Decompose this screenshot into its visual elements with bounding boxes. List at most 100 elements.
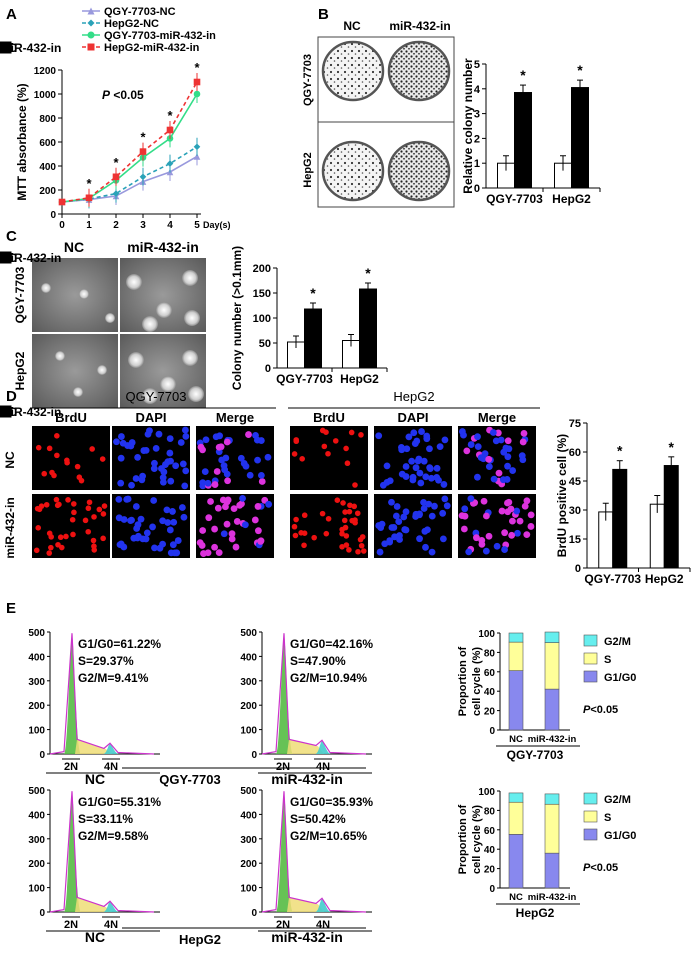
d-cell <box>164 458 172 466</box>
d-y-tick-label: 60 <box>569 447 581 459</box>
d-cell <box>51 472 57 479</box>
e-bar-ylabel-line2: cell cycle (%) <box>471 805 483 874</box>
e-bar-ylabel-line2: cell cycle (%) <box>471 647 483 716</box>
d-cell <box>400 513 408 521</box>
b-category-label: QGY-7703 <box>486 192 543 206</box>
d-cell <box>386 477 394 485</box>
d-cell <box>245 431 252 438</box>
panel-letter-c: C <box>6 228 17 245</box>
d-cell <box>196 539 204 547</box>
e-hist-y-tick-label: 100 <box>28 884 45 895</box>
c-colony <box>156 302 172 318</box>
d-cell <box>215 443 223 451</box>
a-p-threshold: <0.05 <box>110 88 144 102</box>
d-cell <box>70 501 77 507</box>
d-cell <box>521 502 529 510</box>
b-star: * <box>520 67 526 83</box>
d-cell <box>48 534 54 540</box>
d-cell <box>89 446 95 452</box>
d-cell <box>252 431 259 439</box>
e-hist-stat: S=33.11% <box>78 812 133 826</box>
d-cell <box>520 429 528 437</box>
e-bar-y-tick-label: 80 <box>484 648 496 659</box>
d-cell <box>401 526 409 533</box>
d-cell <box>237 454 245 462</box>
d-cell <box>416 469 424 477</box>
e-hist-label: NC <box>85 771 105 787</box>
d-cell <box>423 435 431 443</box>
d-cell <box>228 535 236 543</box>
c-soft-agar-image <box>32 334 118 408</box>
d-cell <box>461 505 469 513</box>
d-cell <box>143 529 151 537</box>
e-hist-y-tick-label: 500 <box>28 786 45 797</box>
d-cell <box>348 429 355 436</box>
b-colony-plate <box>321 40 385 102</box>
d-cell <box>347 502 353 509</box>
d-cell <box>211 543 218 551</box>
d-cell <box>513 507 521 515</box>
b-col-label-mir: miR-432-in <box>389 19 450 33</box>
e-g2-peak <box>103 901 119 912</box>
d-fluorescence-image <box>196 426 274 490</box>
e-hist-label: miR-432-in <box>271 929 343 945</box>
c-bar <box>304 308 322 369</box>
d-cell <box>460 525 468 533</box>
a-legend-label: QGY-7703-NC <box>104 6 176 18</box>
d-cell <box>54 502 61 509</box>
d-cell <box>402 463 410 470</box>
d-cell <box>150 465 158 472</box>
e-legend-swatch <box>583 634 598 647</box>
d-fluorescence-image <box>196 494 274 558</box>
d-cell <box>441 436 449 444</box>
d-cell <box>340 500 346 506</box>
d-cell <box>211 481 219 488</box>
d-cell <box>325 515 332 522</box>
d-cell <box>211 525 218 533</box>
d-cell <box>99 456 106 462</box>
d-image-bg <box>32 426 110 490</box>
d-cell <box>181 426 189 434</box>
d-cell <box>70 531 76 538</box>
d-cell <box>150 497 158 504</box>
e-bar-title: QGY-7703 <box>507 748 564 762</box>
e-bar-category: miR-432-in <box>528 734 577 745</box>
d-cell <box>523 497 531 505</box>
panel-letter-b: B <box>318 6 329 23</box>
b-row-label-hepg2: HepG2 <box>302 152 314 187</box>
a-x-tick-label: 1 <box>86 220 92 231</box>
d-cell <box>396 536 403 543</box>
a-star: * <box>140 130 146 145</box>
d-fluorescence-image <box>112 494 190 558</box>
e-bar-y-tick-label: 20 <box>484 707 496 718</box>
d-cell <box>514 529 521 537</box>
d-cell <box>113 438 120 446</box>
a-series-line <box>61 146 198 203</box>
d-cell <box>115 495 123 503</box>
d-cell <box>204 549 212 557</box>
a-legend-marker <box>87 7 95 15</box>
e-bar-y-tick-label: 80 <box>484 806 496 817</box>
e-hist-y-tick-label: 200 <box>28 701 45 712</box>
d-cell <box>358 542 365 549</box>
d-cell <box>120 543 128 551</box>
d-fluorescence-image <box>112 426 190 490</box>
d-cell <box>501 529 509 537</box>
d-cell <box>48 544 54 551</box>
d-cell <box>101 503 108 509</box>
a-x-tick-label: 0 <box>59 220 65 231</box>
d-cell <box>500 448 508 456</box>
d-cell <box>251 516 259 524</box>
d-cell <box>334 497 341 503</box>
e-stacked-segment <box>508 632 524 643</box>
c-y-tick-label: 50 <box>259 338 271 350</box>
a-p-value: P <0.05 <box>102 88 144 102</box>
a-star: * <box>86 176 92 191</box>
e-legend-label: G1/G0 <box>604 830 636 842</box>
e-hist-y-tick-label: 200 <box>28 859 45 870</box>
c-colony <box>142 388 158 404</box>
d-cell <box>414 457 422 465</box>
d-cell <box>182 467 190 475</box>
d-cell <box>480 455 487 463</box>
b-bar <box>514 92 532 189</box>
